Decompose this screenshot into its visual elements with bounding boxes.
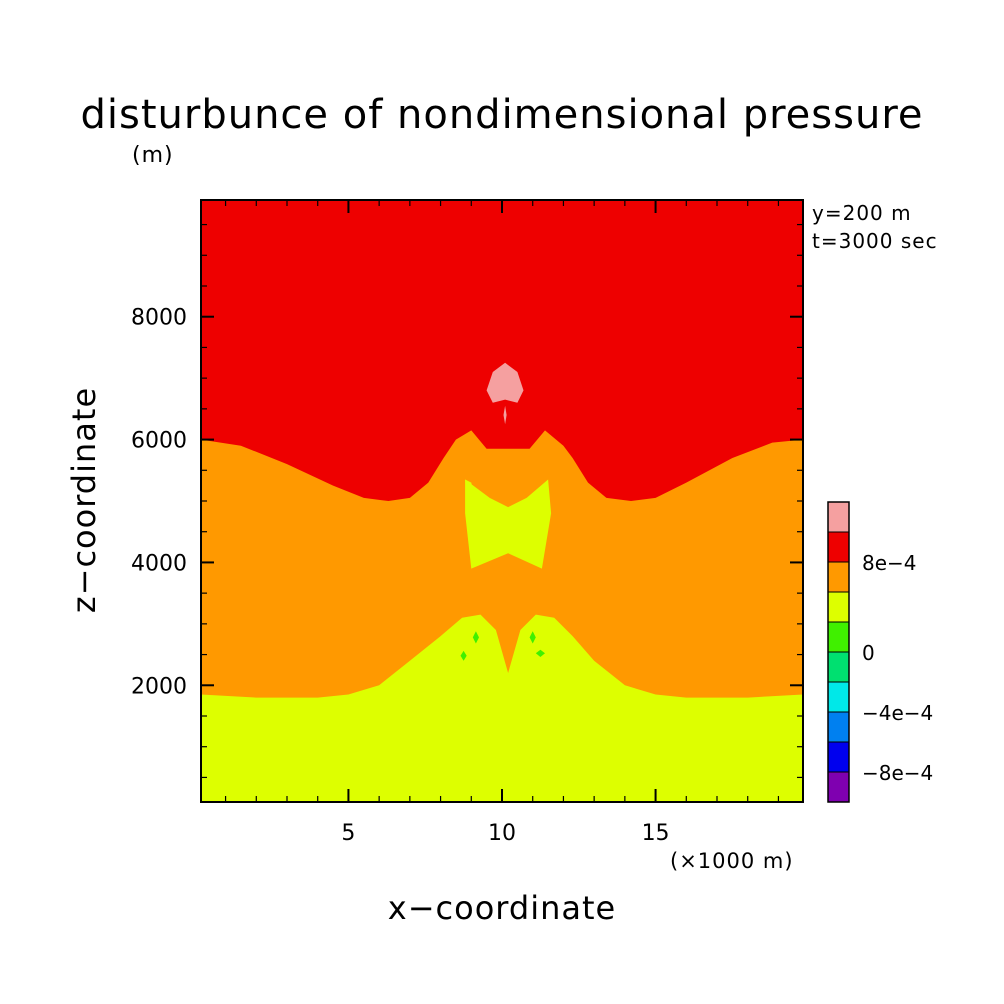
annotation-y-position: y=200 m — [812, 201, 912, 225]
colorbar-swatch — [828, 532, 849, 562]
colorbar-label: −8e−4 — [862, 761, 933, 785]
y-tick-label: 8000 — [131, 306, 187, 331]
annotation-time: t=3000 sec — [812, 229, 938, 253]
contour-region-lower-yellow-band — [201, 614, 803, 802]
contour-region-pink-cap — [486, 362, 524, 403]
y-axis-unit: (m) — [132, 143, 174, 168]
colorbar-swatch — [828, 772, 849, 802]
contour-region-mid-yellow-inner-left — [465, 479, 475, 514]
plot-axes: 5 10 15 2000 4000 6000 8000 — [131, 199, 804, 846]
colorbar-swatch — [828, 652, 849, 682]
contour-region-pink-sliver — [503, 405, 507, 425]
y-tick-label: 6000 — [131, 429, 187, 454]
colorbar-swatch — [828, 562, 849, 592]
contour-region-green-spot-c — [460, 650, 467, 661]
colorbar-label: 0 — [862, 641, 875, 665]
x-axis-unit: (×1000 m) — [670, 849, 794, 873]
plot-area — [201, 200, 803, 802]
x-tick-label: 10 — [488, 821, 516, 846]
y-tick-label: 2000 — [131, 674, 187, 699]
contour-region-green-spot-d — [535, 649, 545, 657]
x-axis-label: x−coordinate — [387, 889, 617, 927]
colorbar-swatch — [828, 622, 849, 652]
contour-region-green-spot-b — [529, 631, 536, 644]
colorbar-label: −4e−4 — [862, 701, 933, 725]
colorbar-frame — [827, 501, 850, 803]
colorbar-swatch — [828, 712, 849, 742]
colorbar-swatch — [828, 502, 849, 532]
colorbar: 8e−4 0 −4e−4 −8e−4 — [827, 501, 933, 803]
chart-title: disturbunce of nondimensional pressure — [80, 92, 924, 138]
colorbar-label: 8e−4 — [862, 551, 917, 575]
colorbar-swatch — [828, 682, 849, 712]
colorbar-swatch — [828, 742, 849, 772]
y-tick-label: 4000 — [131, 551, 187, 576]
contour-region-mid-yellow-lobe — [465, 479, 552, 569]
contour-region-green-spot-a — [472, 631, 479, 644]
x-tick-label: 5 — [341, 821, 355, 846]
x-tick-label: 15 — [642, 821, 670, 846]
colorbar-swatch — [828, 592, 849, 622]
